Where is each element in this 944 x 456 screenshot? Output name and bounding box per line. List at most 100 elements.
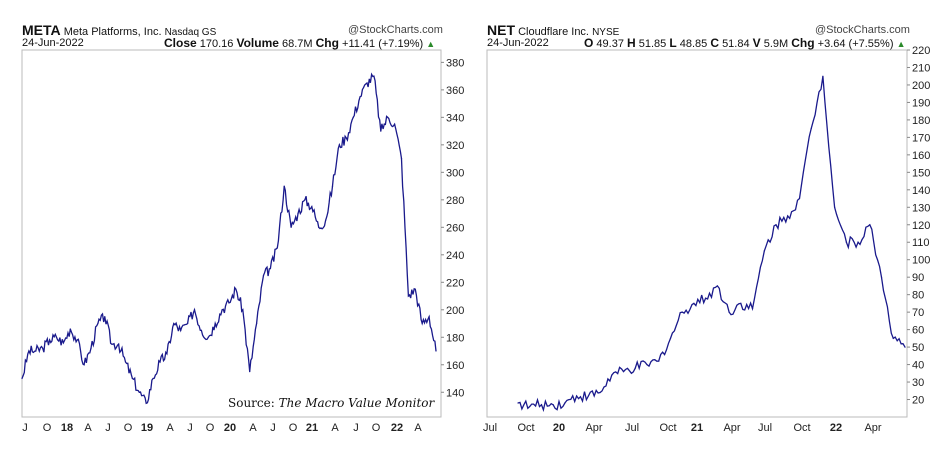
price-line bbox=[517, 76, 906, 413]
data-point bbox=[658, 360, 660, 362]
data-point bbox=[331, 185, 334, 187]
x-tick-label: Oct bbox=[517, 422, 534, 434]
y-tick-label: 70 bbox=[912, 307, 924, 319]
y-tick-label: 180 bbox=[446, 332, 464, 344]
data-point bbox=[681, 311, 683, 313]
data-point bbox=[21, 377, 23, 380]
company-name: Cloudflare Inc. bbox=[518, 26, 589, 38]
data-point bbox=[646, 363, 648, 366]
y-tick-label: 180 bbox=[912, 115, 930, 127]
data-point bbox=[428, 316, 430, 318]
volume-label: V bbox=[752, 36, 761, 50]
data-point bbox=[249, 371, 251, 373]
close-label: C bbox=[710, 36, 719, 50]
quote-line: O 49.37 H 51.85 L 48.85 C 51.84 V 5.9M C… bbox=[584, 36, 905, 50]
data-point bbox=[373, 75, 375, 77]
plot-area bbox=[486, 49, 908, 418]
data-point bbox=[407, 295, 409, 297]
y-tick-label: 340 bbox=[446, 112, 464, 124]
volume-label: Volume bbox=[236, 36, 279, 50]
data-point bbox=[414, 288, 416, 290]
data-point bbox=[200, 329, 202, 332]
data-point bbox=[118, 343, 120, 345]
data-point bbox=[517, 402, 519, 404]
data-point bbox=[352, 116, 354, 118]
data-point bbox=[693, 302, 695, 305]
y-tick-label: 110 bbox=[912, 237, 930, 249]
x-tick-label: A bbox=[249, 422, 257, 434]
data-point bbox=[235, 288, 237, 290]
data-point bbox=[242, 309, 244, 311]
data-point bbox=[345, 137, 347, 139]
data-point bbox=[90, 347, 92, 349]
data-point bbox=[76, 339, 78, 341]
data-point bbox=[380, 130, 382, 132]
data-point bbox=[221, 309, 223, 311]
data-point bbox=[540, 404, 543, 406]
data-point bbox=[193, 309, 196, 311]
y-tick-label: 120 bbox=[912, 220, 930, 232]
y-tick-label: 30 bbox=[912, 377, 924, 389]
data-point bbox=[634, 367, 636, 369]
x-tick-label: Apr bbox=[585, 422, 602, 434]
data-point bbox=[834, 206, 836, 208]
y-tick-label: 90 bbox=[912, 272, 924, 284]
data-point bbox=[529, 405, 531, 408]
data-point bbox=[387, 116, 389, 118]
data-point bbox=[728, 311, 730, 313]
data-point bbox=[880, 276, 883, 278]
y-tick-label: 360 bbox=[446, 85, 464, 97]
y-tick-label: 20 bbox=[912, 395, 924, 407]
data-point bbox=[822, 75, 824, 77]
data-point bbox=[892, 337, 894, 339]
data-point bbox=[290, 226, 292, 228]
data-point bbox=[97, 322, 99, 325]
exchange: Nasdaq GS bbox=[164, 27, 217, 38]
net-title: NET Cloudflare Inc. NYSE bbox=[487, 22, 619, 38]
data-point bbox=[228, 302, 230, 304]
x-tick-label: O bbox=[372, 422, 381, 434]
data-point bbox=[552, 404, 554, 406]
y-tick-label: 200 bbox=[446, 305, 464, 317]
x-tick-label: Oct bbox=[793, 422, 810, 434]
data-point bbox=[35, 350, 37, 352]
data-point bbox=[214, 322, 216, 325]
x-tick-label: Jul bbox=[483, 422, 497, 434]
data-point bbox=[421, 322, 423, 325]
y-tick-label: 220 bbox=[912, 45, 930, 57]
y-tick-label: 50 bbox=[912, 342, 924, 354]
chg-value: +3.64 (+7.55%) bbox=[817, 38, 894, 50]
y-tick-label: 200 bbox=[912, 80, 930, 92]
stockcharts-watermark: @StockCharts.com bbox=[348, 24, 443, 36]
x-tick-label: O bbox=[289, 422, 298, 434]
y-tick-label: 240 bbox=[446, 250, 464, 262]
data-point bbox=[318, 226, 320, 228]
x-tick-label: J bbox=[353, 422, 359, 434]
data-point bbox=[62, 342, 64, 344]
x-tick-label: A bbox=[84, 422, 92, 434]
source-prefix: Source: bbox=[228, 396, 279, 410]
y-tick-label: 140 bbox=[912, 185, 930, 197]
data-point bbox=[740, 302, 742, 305]
y-tick-label: 300 bbox=[446, 167, 464, 179]
data-point bbox=[325, 219, 327, 222]
data-point bbox=[622, 370, 625, 373]
data-point bbox=[207, 336, 209, 338]
data-point bbox=[262, 274, 265, 277]
data-point bbox=[104, 316, 106, 318]
data-point bbox=[297, 212, 299, 215]
x-tick-label: A bbox=[414, 422, 422, 434]
data-point bbox=[124, 361, 127, 363]
data-point bbox=[338, 144, 340, 146]
data-point bbox=[798, 197, 801, 200]
open-value: 49.37 bbox=[596, 38, 624, 50]
data-point bbox=[276, 247, 278, 249]
x-tick-label: 22 bbox=[391, 422, 403, 434]
date: 24-Jun-2022 bbox=[22, 37, 84, 49]
up-arrow-icon: ▲ bbox=[426, 39, 436, 49]
up-arrow-icon: ▲ bbox=[896, 39, 906, 49]
y-tick-label: 320 bbox=[446, 140, 464, 152]
data-point bbox=[611, 374, 613, 376]
x-tick-label: A bbox=[331, 422, 339, 434]
x-tick-label: 20 bbox=[224, 422, 236, 434]
